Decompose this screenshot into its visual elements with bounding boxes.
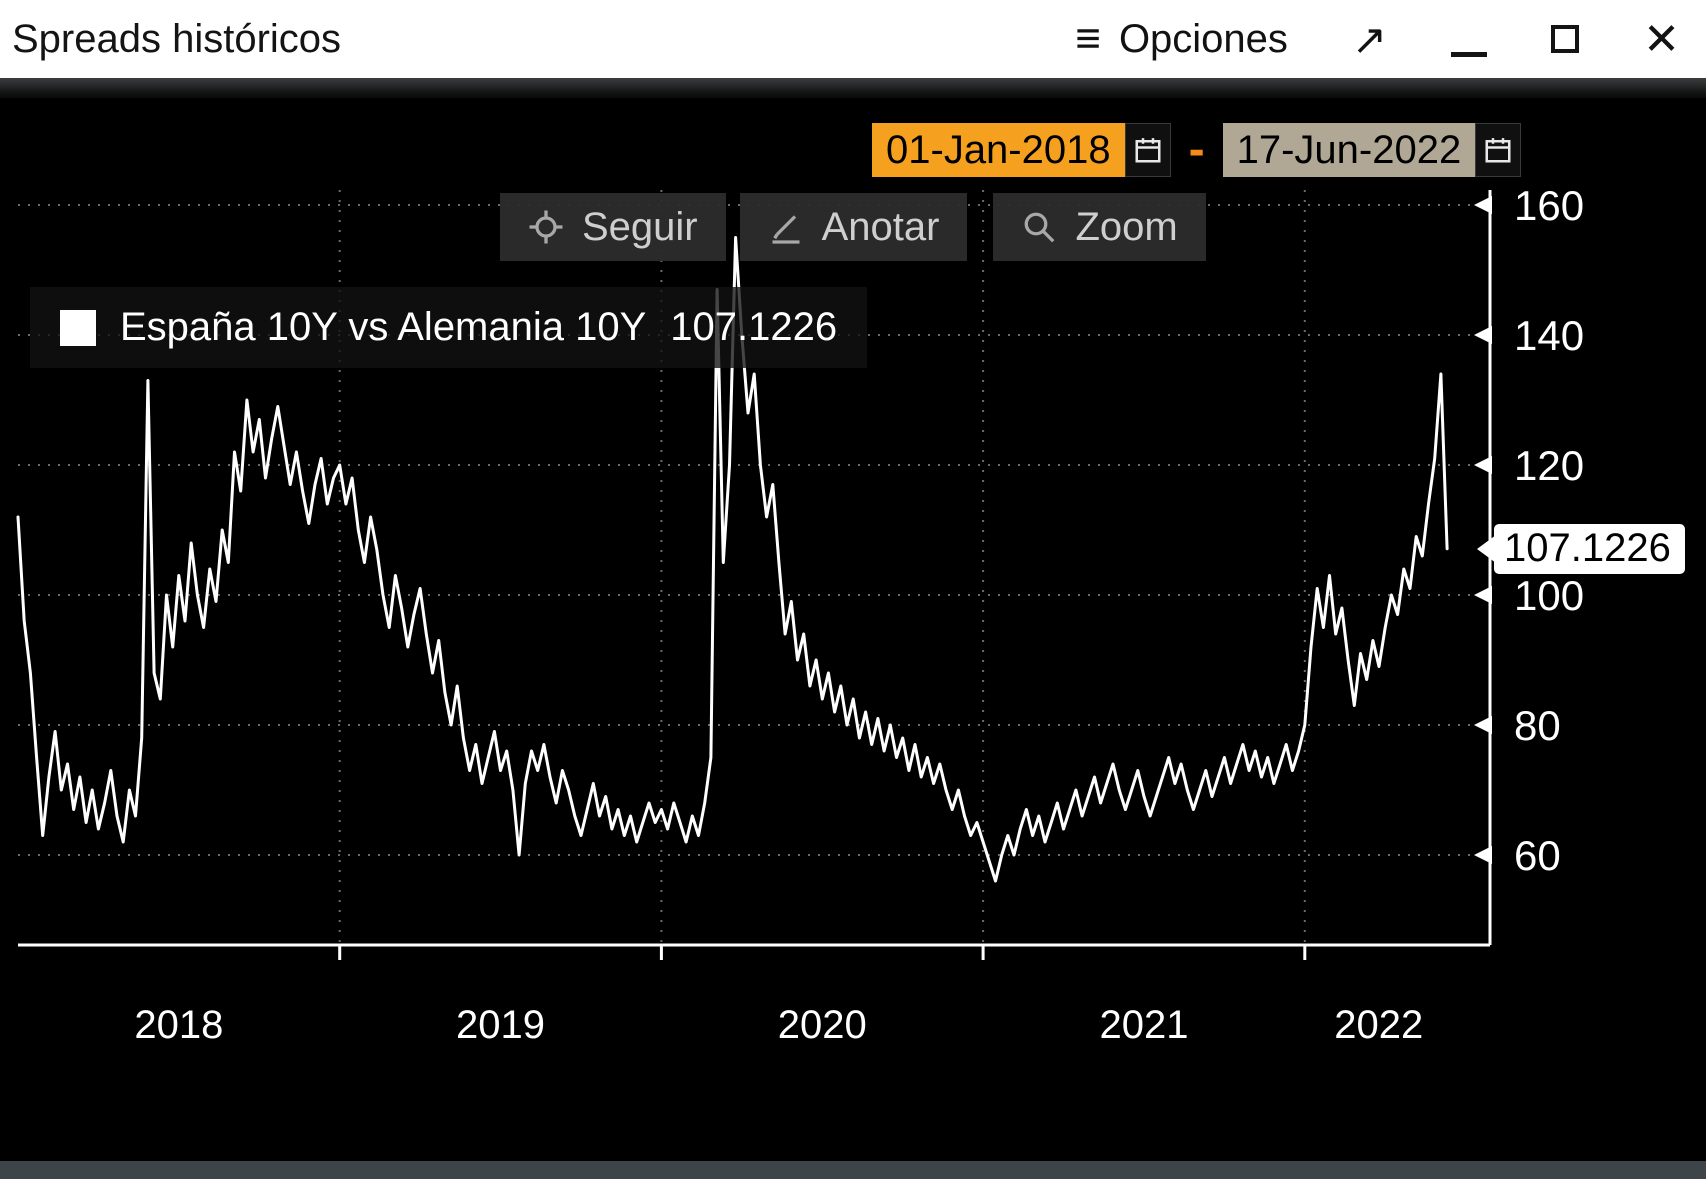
zoom-button[interactable]: Zoom <box>993 193 1206 261</box>
titlebar-controls: ≡ Opciones ↗ ✕ <box>1075 0 1680 78</box>
svg-text:140: 140 <box>1514 312 1584 359</box>
close-button[interactable]: ✕ <box>1643 0 1680 78</box>
anotar-label: Anotar <box>821 204 940 249</box>
calendar-icon <box>1135 137 1161 162</box>
svg-text:120: 120 <box>1514 442 1584 489</box>
close-icon: ✕ <box>1643 14 1680 64</box>
zoom-label: Zoom <box>1075 204 1178 249</box>
svg-text:2021: 2021 <box>1099 1003 1188 1047</box>
minimize-icon <box>1451 51 1488 57</box>
date-range-separator: - <box>1188 123 1205 176</box>
series-label: España 10Y vs Alemania 10Y <box>120 305 647 349</box>
series-swatch <box>60 309 96 346</box>
window-title: Spreads históricos <box>12 16 342 61</box>
seguir-button[interactable]: Seguir <box>500 193 726 261</box>
date-range-controls: 01-Jan-2018 - 17-Jun-2022 <box>872 122 1522 177</box>
date-from-field[interactable]: 01-Jan-2018 <box>872 122 1125 177</box>
svg-text:2022: 2022 <box>1334 1003 1423 1047</box>
svg-text:2020: 2020 <box>778 1003 867 1047</box>
svg-text:80: 80 <box>1514 702 1561 749</box>
last-value-text: 107.1226 <box>1504 526 1671 571</box>
series-value: 107.1226 <box>670 305 838 349</box>
chart-legend[interactable]: España 10Y vs Alemania 10Y 107.1226 <box>30 287 868 368</box>
hamburger-icon: ≡ <box>1075 14 1101 63</box>
last-value-tag: 107.1226 <box>1477 523 1685 574</box>
date-to-calendar-button[interactable] <box>1475 122 1522 177</box>
seguir-label: Seguir <box>582 204 698 249</box>
window-titlebar: Spreads históricos ≡ Opciones ↗ ✕ <box>0 0 1706 78</box>
svg-text:2018: 2018 <box>134 1003 223 1047</box>
chart-plot[interactable]: 160 140 120 100 80 60 2018 2019 2020 2021 2022 <box>0 78 1706 1179</box>
maximize-button[interactable] <box>1551 0 1580 78</box>
crosshair-icon <box>529 210 563 244</box>
anotar-button[interactable]: Anotar <box>739 193 968 261</box>
chart-panel: 160 140 120 100 80 60 2018 2019 2020 2021 2022 01-… <box>0 78 1706 1179</box>
svg-text:60: 60 <box>1514 832 1561 879</box>
svg-text:2019: 2019 <box>456 1003 545 1047</box>
maximize-icon <box>1551 25 1580 53</box>
popout-button[interactable]: ↗ <box>1352 0 1387 78</box>
popout-icon: ↗ <box>1351 15 1388 63</box>
magnifier-icon <box>1025 212 1055 243</box>
calendar-icon <box>1485 137 1511 162</box>
chart-toolbar: Seguir Anotar Zoom <box>500 193 1206 261</box>
panel-top-edge <box>0 78 1706 98</box>
tag-arrow-icon <box>1477 534 1496 563</box>
pencil-icon <box>772 215 800 244</box>
panel-bottom-edge <box>0 1161 1706 1179</box>
svg-text:160: 160 <box>1514 182 1584 229</box>
date-to-field[interactable]: 17-Jun-2022 <box>1222 122 1476 177</box>
options-menu-label: Opciones <box>1118 16 1288 61</box>
svg-text:100: 100 <box>1514 572 1584 619</box>
options-menu[interactable]: ≡ Opciones <box>1075 17 1288 62</box>
date-from-calendar-button[interactable] <box>1124 122 1171 177</box>
minimize-button[interactable] <box>1451 0 1488 78</box>
